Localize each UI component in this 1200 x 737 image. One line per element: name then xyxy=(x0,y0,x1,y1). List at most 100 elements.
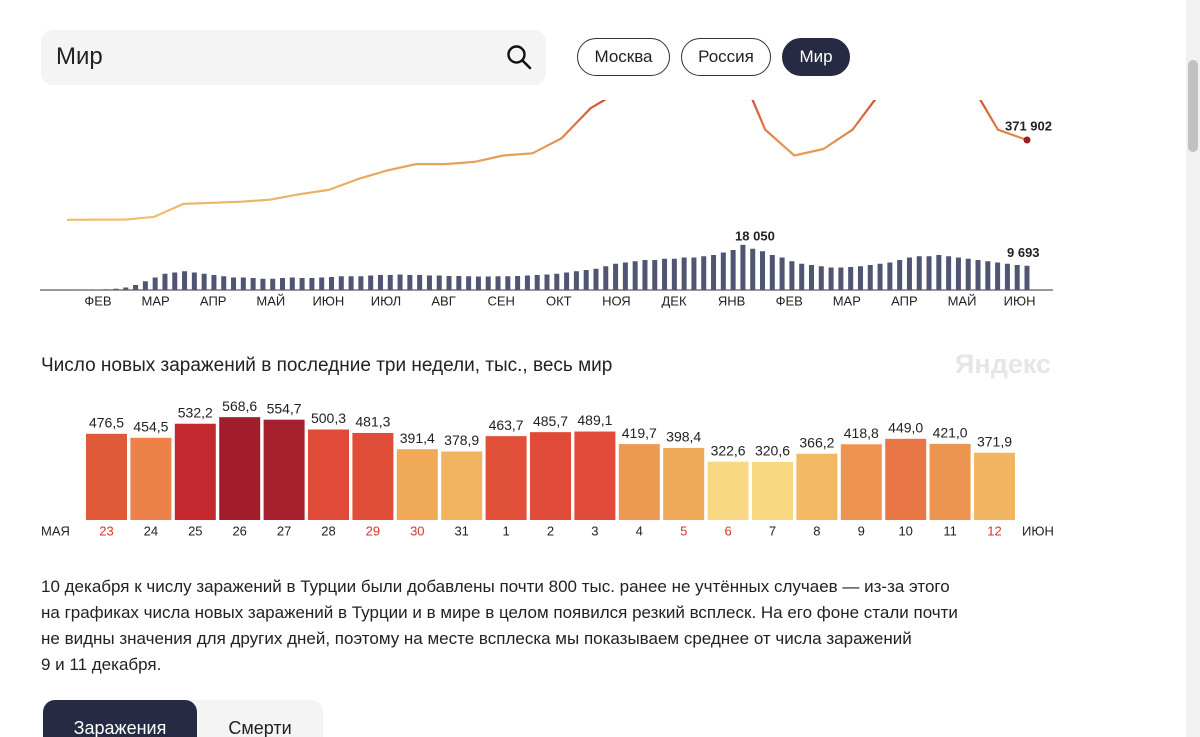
axis-end-label: ИЮН xyxy=(1022,523,1054,538)
bar xyxy=(495,276,501,290)
scroll-thumb[interactable] xyxy=(1188,60,1198,152)
bar xyxy=(397,274,403,290)
tab-active[interactable]: Заражения xyxy=(43,700,197,737)
bar xyxy=(338,276,344,290)
search-box[interactable]: Мир xyxy=(41,30,546,85)
note-line: не видны значения для других дней, поэто… xyxy=(41,629,912,648)
tab-bar: Заражения Смерти xyxy=(43,700,323,737)
value-label: 481,3 xyxy=(355,414,390,430)
value-label: 500,3 xyxy=(311,410,346,426)
bar xyxy=(707,461,749,520)
x-tick-label: ИЮН xyxy=(1004,293,1036,308)
bar xyxy=(201,273,207,290)
region-button[interactable]: Россия xyxy=(681,38,771,76)
x-tick-label: СЕН xyxy=(487,293,514,308)
bar xyxy=(838,267,844,290)
x-tick-label: 23 xyxy=(99,523,113,538)
tab[interactable]: Смерти xyxy=(228,718,292,737)
bar xyxy=(93,289,99,290)
bar xyxy=(103,289,109,290)
value-label: 366,2 xyxy=(799,434,834,450)
bar xyxy=(299,278,305,290)
x-tick-label: 10 xyxy=(898,523,912,538)
value-label: 419,7 xyxy=(622,425,657,441)
search-query: Мир xyxy=(56,43,103,70)
search-icon[interactable] xyxy=(506,44,532,70)
bar xyxy=(554,273,560,290)
bar xyxy=(86,433,127,520)
bar xyxy=(564,272,570,290)
bar xyxy=(808,265,814,290)
bar xyxy=(352,432,394,520)
bar xyxy=(485,276,491,290)
bar xyxy=(289,277,295,290)
value-label: 371 902 xyxy=(1005,118,1052,133)
bar xyxy=(260,278,266,290)
x-tick-label: ИЮЛ xyxy=(371,293,401,308)
bar xyxy=(671,258,677,290)
bar xyxy=(368,275,374,290)
bar xyxy=(828,267,834,290)
bar xyxy=(711,255,717,290)
bar xyxy=(752,462,793,520)
bar xyxy=(885,438,927,520)
x-tick-label: МАЙ xyxy=(256,293,285,308)
bar xyxy=(867,265,873,290)
bar xyxy=(760,251,766,290)
bar xyxy=(955,257,961,290)
bar xyxy=(142,281,148,290)
bar xyxy=(358,276,364,290)
value-label: 18 050 xyxy=(735,228,775,243)
bar xyxy=(534,275,540,290)
bar xyxy=(995,262,1001,290)
chart-title: Число новых заражений в последние три не… xyxy=(41,355,612,376)
bar xyxy=(1024,265,1030,290)
x-tick-label: 4 xyxy=(636,523,643,538)
bar xyxy=(936,255,942,290)
bar xyxy=(622,262,628,290)
bar xyxy=(574,431,616,520)
value-label: 554,7 xyxy=(267,400,302,416)
bar xyxy=(417,275,423,290)
bar xyxy=(162,273,168,290)
x-tick-label: 26 xyxy=(232,523,246,538)
bar xyxy=(544,274,550,290)
value-label: 421,0 xyxy=(933,425,968,441)
bar xyxy=(593,268,599,290)
bar xyxy=(701,256,707,290)
bar xyxy=(642,260,648,290)
bar xyxy=(799,263,805,290)
value-label: 489,1 xyxy=(577,412,612,428)
x-tick-label: ФЕВ xyxy=(84,293,111,308)
bar xyxy=(191,272,197,290)
note-line: 10 декабря к числу заражений в Турции бы… xyxy=(41,577,950,596)
x-tick-label: МАР xyxy=(833,293,861,308)
x-tick-label: 6 xyxy=(724,523,731,538)
region-button[interactable]: Москва xyxy=(577,38,670,76)
bar xyxy=(818,266,824,290)
x-tick-label: АВГ xyxy=(431,293,455,308)
bar xyxy=(618,444,660,520)
scrollbar[interactable] xyxy=(1186,0,1200,737)
bar xyxy=(750,248,756,290)
x-tick-label: 2 xyxy=(547,523,554,538)
bar xyxy=(319,277,325,290)
value-label: 449,0 xyxy=(888,419,923,435)
region-button-active[interactable]: Мир xyxy=(782,38,850,76)
bar xyxy=(456,276,462,290)
x-tick-label: АПР xyxy=(891,293,918,308)
x-tick-label: 24 xyxy=(144,523,158,538)
x-tick-label: 11 xyxy=(943,523,957,538)
x-tick-label: 9 xyxy=(858,523,865,538)
bar xyxy=(250,278,256,290)
bar xyxy=(573,271,579,290)
bar xyxy=(583,270,589,290)
x-tick-label: МАР xyxy=(142,293,170,308)
bar xyxy=(887,262,893,290)
bar xyxy=(906,257,912,290)
bar xyxy=(848,267,854,290)
bar xyxy=(133,285,139,290)
bar xyxy=(505,276,511,290)
value-label: 454,5 xyxy=(133,418,168,434)
